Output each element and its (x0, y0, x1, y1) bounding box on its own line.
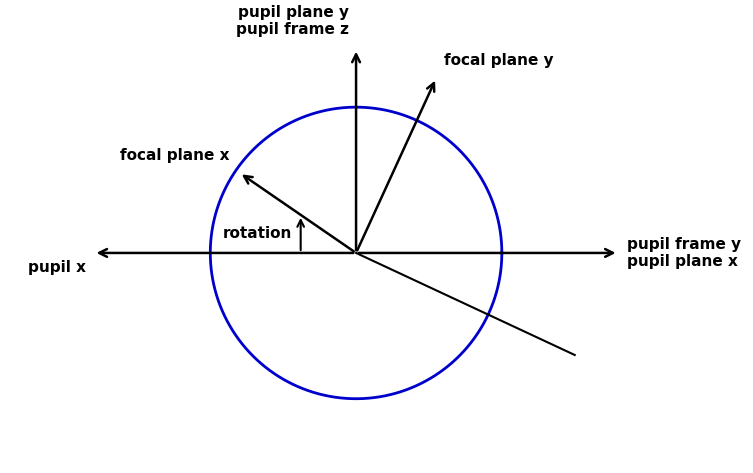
Text: rotation: rotation (223, 227, 292, 242)
Text: pupil x: pupil x (29, 260, 87, 275)
Text: pupil frame y
pupil plane x: pupil frame y pupil plane x (627, 237, 742, 269)
Text: pupil plane y
pupil frame z: pupil plane y pupil frame z (236, 5, 349, 37)
Text: focal plane x: focal plane x (120, 148, 229, 163)
Text: focal plane y: focal plane y (444, 53, 553, 68)
